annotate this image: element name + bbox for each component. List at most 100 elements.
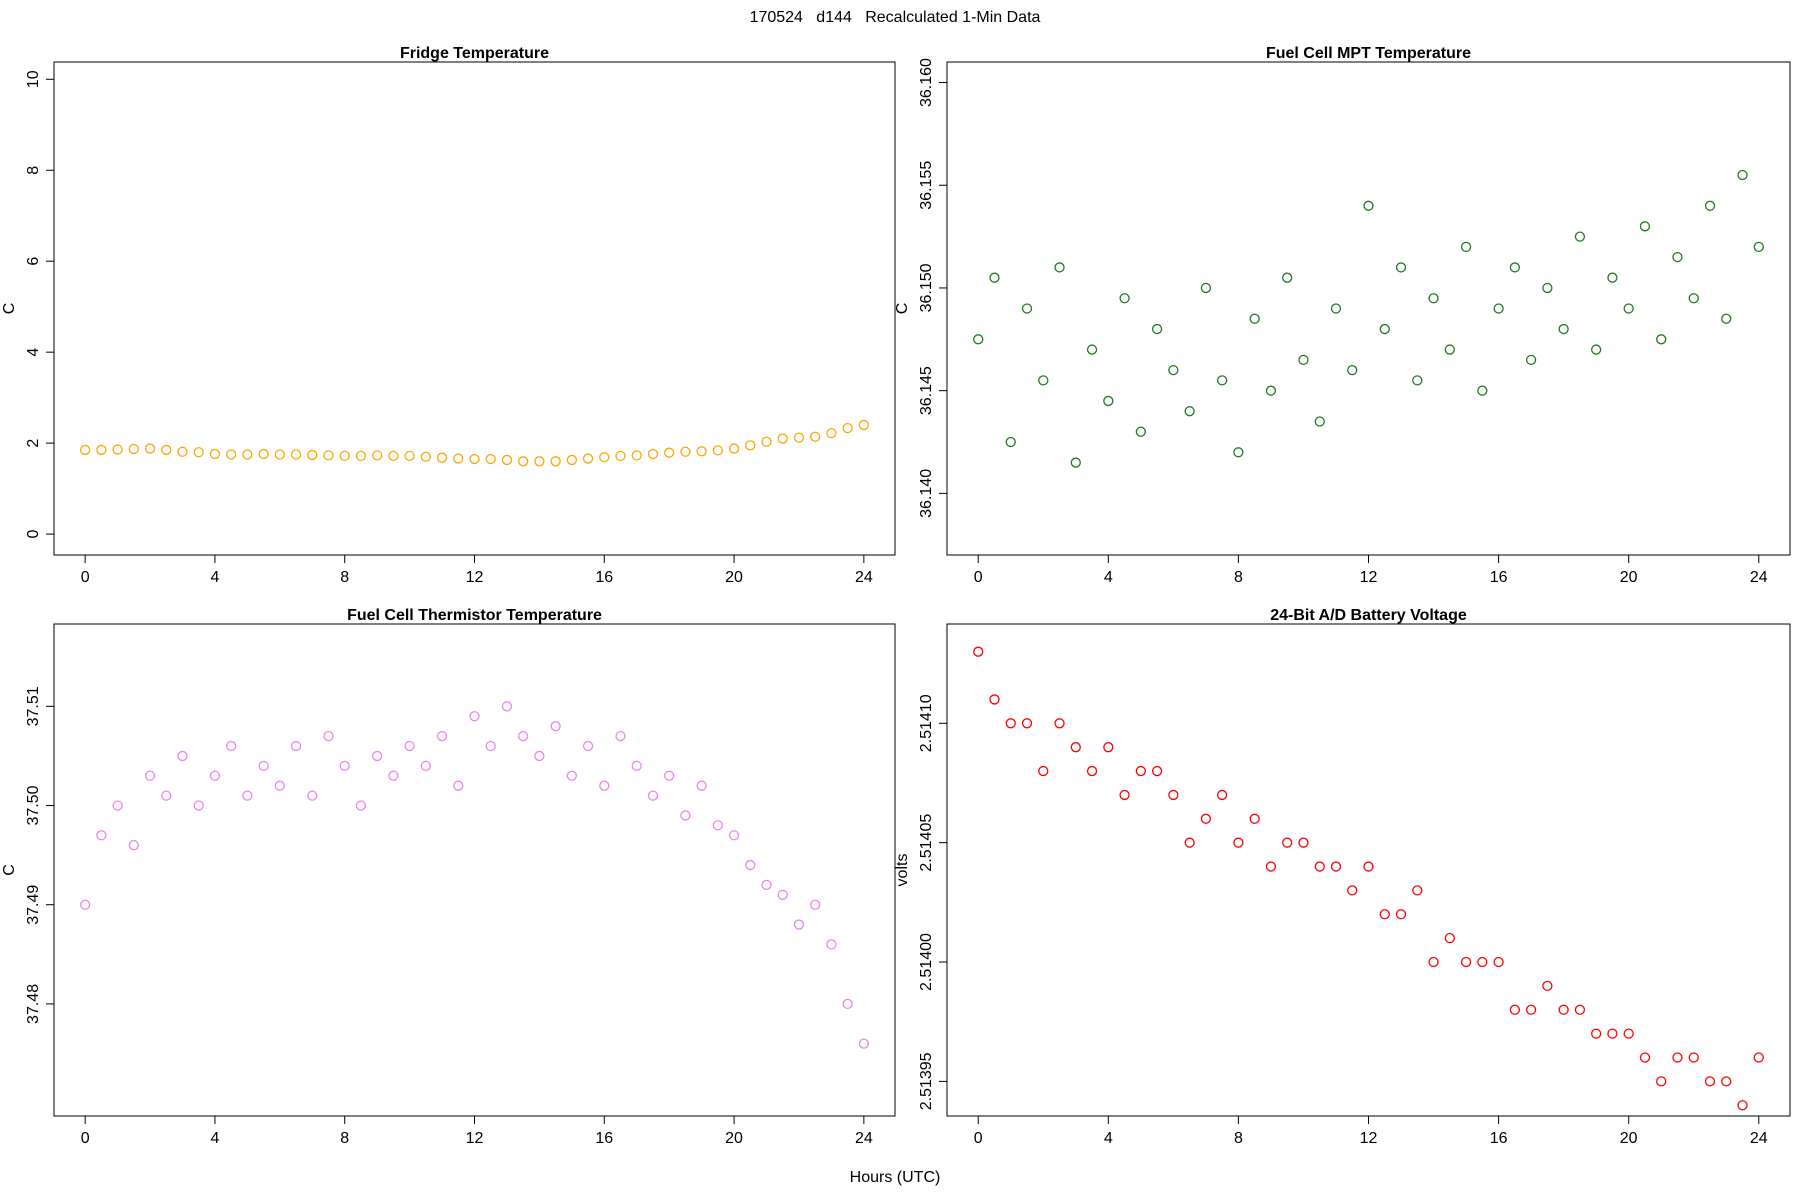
data-point: [566, 454, 577, 466]
data-point: [1591, 1028, 1602, 1039]
data-point: [1639, 1052, 1651, 1063]
data-point: [226, 449, 237, 460]
data-point: [1070, 742, 1081, 753]
data-point: [453, 780, 464, 791]
data-point: [1428, 956, 1439, 968]
data-point: [518, 456, 529, 467]
x-tick-label: 4: [1104, 1130, 1113, 1147]
data-point: [1639, 221, 1651, 232]
data-point: [1086, 765, 1098, 777]
data-point: [144, 770, 156, 781]
y-tick-label: 2.51400: [918, 933, 935, 991]
y-tick-label: 2.51405: [918, 814, 935, 872]
data-point: [1607, 1028, 1618, 1039]
data-point: [355, 800, 367, 811]
data-point: [1330, 303, 1342, 314]
data-point: [550, 721, 561, 732]
data-point: [826, 939, 837, 950]
panel-title: 24-Bit A/D Battery Voltage: [1270, 607, 1467, 624]
data-point: [1509, 1004, 1521, 1015]
data-point: [1363, 200, 1374, 211]
data-point: [518, 730, 529, 742]
x-tick-label: 8: [340, 1130, 349, 1147]
x-tick-label: 0: [81, 569, 90, 586]
x-tick-label: 20: [725, 569, 743, 586]
y-tick-label: 2.51395: [918, 1052, 935, 1110]
data-point: [1168, 789, 1179, 801]
data-point: [1363, 861, 1374, 872]
data-point: [1721, 1076, 1732, 1087]
data-point: [1493, 956, 1504, 968]
y-tick-label: 36.160: [918, 58, 935, 107]
data-point: [1623, 303, 1634, 314]
data-point: [761, 436, 772, 447]
data-point: [1282, 272, 1293, 283]
y-axis-label: volts: [894, 854, 911, 887]
data-point: [582, 453, 594, 464]
data-point: [842, 998, 853, 1010]
data-point: [1591, 344, 1602, 355]
plot-frame: [53, 623, 896, 1117]
y-tick-label: 37.51: [25, 686, 42, 726]
data-point: [1054, 262, 1065, 273]
data-point: [372, 450, 383, 461]
data-point: [79, 444, 91, 456]
data-point: [599, 780, 610, 791]
data-point: [1656, 1076, 1667, 1087]
data-point: [615, 730, 626, 742]
data-point: [1249, 313, 1260, 324]
data-point: [1103, 395, 1114, 407]
data-point: [793, 919, 805, 930]
x-tick-label: 24: [1750, 1130, 1768, 1147]
data-point: [1200, 282, 1212, 294]
data-point: [1265, 861, 1277, 872]
data-point: [209, 770, 221, 781]
data-point: [1168, 364, 1179, 376]
data-point: [1460, 241, 1472, 253]
data-point: [858, 1038, 870, 1049]
data-point: [1542, 282, 1553, 294]
data-point: [973, 334, 984, 345]
data-point: [193, 800, 204, 811]
y-tick-label: 8: [25, 166, 42, 175]
data-point: [1086, 344, 1098, 355]
data-point: [842, 422, 853, 434]
data-point: [1558, 323, 1569, 335]
data-point: [242, 449, 253, 460]
data-point: [1038, 375, 1049, 386]
data-point: [339, 450, 350, 462]
data-point: [1265, 385, 1277, 396]
data-point: [1070, 457, 1081, 468]
data-point: [1038, 765, 1049, 777]
data-point: [1444, 933, 1455, 944]
data-point: [96, 444, 107, 456]
data-point: [989, 272, 1000, 283]
x-axis-label: Hours (UTC): [850, 1169, 941, 1186]
x-tick-label: 8: [340, 569, 349, 586]
y-tick-label: 36.145: [918, 366, 935, 415]
data-point: [664, 770, 675, 781]
data-point: [1347, 885, 1358, 896]
data-point: [1558, 1004, 1569, 1015]
data-point: [599, 452, 610, 463]
data-point: [1688, 293, 1699, 304]
data-point: [1737, 169, 1748, 181]
data-point: [1184, 837, 1195, 848]
data-point: [1444, 344, 1455, 355]
data-point: [793, 432, 805, 443]
x-tick-label: 12: [466, 569, 484, 586]
data-point: [161, 444, 172, 456]
panel-title: Fridge Temperature: [400, 45, 549, 62]
data-point: [1477, 385, 1488, 396]
y-tick-label: 37.50: [25, 785, 42, 825]
data-point: [290, 740, 302, 752]
data-point: [469, 453, 480, 465]
data-point: [436, 730, 448, 742]
data-point: [1135, 426, 1146, 437]
data-point: [1753, 241, 1764, 253]
y-tick-label: 6: [25, 257, 42, 266]
data-point: [647, 448, 659, 460]
data-point: [1103, 742, 1114, 753]
x-tick-label: 16: [1490, 1130, 1508, 1147]
